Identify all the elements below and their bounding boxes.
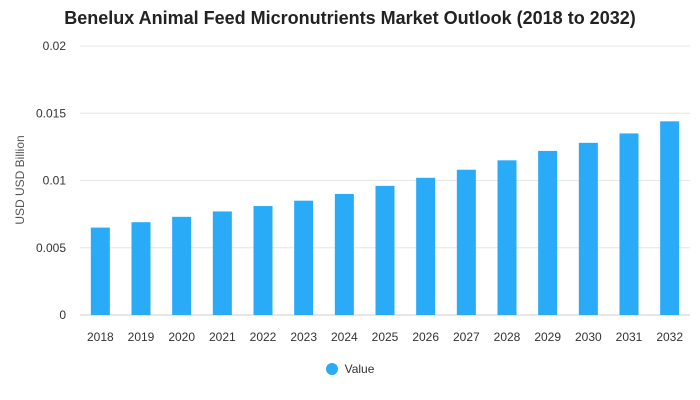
bar-2018	[90, 227, 110, 315]
x-tick-label: 2019	[128, 330, 155, 344]
y-tick-label: 0	[59, 308, 66, 322]
x-tick-label: 2021	[209, 330, 236, 344]
legend-swatch-value	[325, 363, 338, 375]
bar-2022	[253, 206, 273, 315]
x-tick-label: 2020	[168, 330, 195, 344]
x-tick-label: 2024	[331, 330, 358, 344]
bar-2030	[578, 142, 598, 315]
bar-2029	[538, 150, 558, 315]
bar-2032	[660, 121, 680, 315]
x-tick-label: 2025	[372, 330, 399, 344]
x-tick-label: 2026	[412, 330, 439, 344]
y-axis-ticks: 0 0.005 0.01 0.015 0.02	[36, 39, 66, 322]
x-tick-label: 2023	[290, 330, 317, 344]
bar-2031	[619, 133, 639, 315]
bar-2026	[416, 177, 436, 315]
x-tick-label: 2028	[494, 330, 521, 344]
x-tick-label: 2030	[575, 330, 602, 344]
chart-title: Benelux Animal Feed Micronutrients Marke…	[64, 8, 636, 28]
x-axis-ticks: 2018 2019 2020 2021 2022 2023 2024 2025 2026 2027…	[87, 330, 683, 344]
bar-2027	[456, 169, 476, 315]
y-tick-label: 0.01	[43, 174, 67, 188]
x-tick-label: 2022	[250, 330, 277, 344]
x-tick-label: 2027	[453, 330, 480, 344]
bar-2024	[334, 193, 354, 315]
bar-2028	[497, 160, 517, 315]
bar-2019	[131, 222, 151, 315]
bar-2025	[375, 185, 395, 315]
legend: Value	[0, 362, 700, 376]
bars	[90, 121, 680, 315]
x-tick-label: 2018	[87, 330, 114, 344]
legend-label-value: Value	[344, 362, 375, 376]
bar-2020	[172, 216, 192, 315]
x-tick-label: 2031	[616, 330, 643, 344]
bar-2021	[212, 211, 232, 315]
x-tick-label: 2032	[656, 330, 683, 344]
x-tick-label: 2029	[534, 330, 561, 344]
y-tick-label: 0.005	[36, 241, 66, 255]
y-tick-label: 0.015	[36, 106, 66, 120]
y-tick-label: 0.02	[43, 39, 67, 53]
bar-2023	[294, 200, 314, 315]
